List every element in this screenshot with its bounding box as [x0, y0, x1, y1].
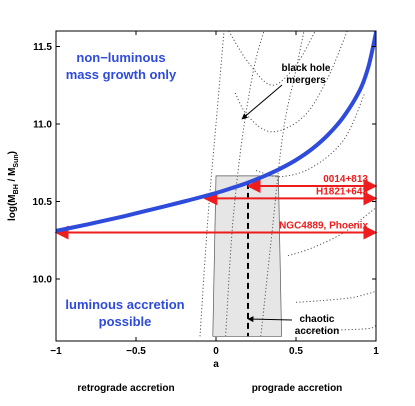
svg-text:log(MBH / MSun): log(MBH / MSun) [7, 151, 20, 221]
object-label-2: H1821+643 [316, 186, 368, 197]
chaotic-label-line-1: chaotic [299, 314, 334, 325]
merger-track-6 [255, 92, 366, 178]
y-axis-label: log(MBH / MSun) [7, 151, 20, 221]
mergers-label-line-2: mergers [286, 75, 326, 86]
x-tick-label: 0.5 [289, 346, 303, 357]
bottom-region-line-1: luminous accretion [65, 297, 184, 312]
retrograde-label: retrograde accretion [77, 383, 174, 394]
top-region-line-2: mass growth only [66, 67, 177, 82]
mergers-pointer-arrow [241, 84, 283, 120]
x-axis-label: a [213, 359, 219, 370]
top-region-line-1: non−luminous [76, 50, 165, 65]
merger-track-7 [287, 207, 376, 257]
chaotic-pointer-arrow [247, 316, 293, 323]
merger-track-9 [303, 325, 376, 333]
merger-track-1 [199, 31, 225, 337]
merger-track-8 [295, 290, 376, 303]
mergers-label-line-1: black hole [282, 63, 331, 74]
x-tick-label: −0.5 [126, 346, 146, 357]
object-label-3: NGC4889, Phoenix [279, 221, 368, 232]
x-tick-label: 0 [213, 346, 219, 357]
y-tick-label: 10.5 [33, 197, 53, 208]
chaotic-label-line-2: accretion [295, 326, 339, 337]
y-tick-label: 10.0 [33, 275, 53, 286]
y-tick-label: 11.0 [33, 120, 52, 131]
x-tick-label: −1 [50, 346, 62, 357]
object-label-1: 0014+813 [323, 174, 368, 185]
x-tick-label: 1 [373, 346, 379, 357]
merger-track-3 [260, 31, 305, 337]
boundary-curve [56, 31, 376, 233]
prograde-label: prograde accretion [252, 383, 343, 394]
y-tick-label: 11.5 [33, 42, 52, 53]
merger-track-2 [225, 31, 265, 337]
bottom-region-line-2: possible [99, 314, 152, 329]
